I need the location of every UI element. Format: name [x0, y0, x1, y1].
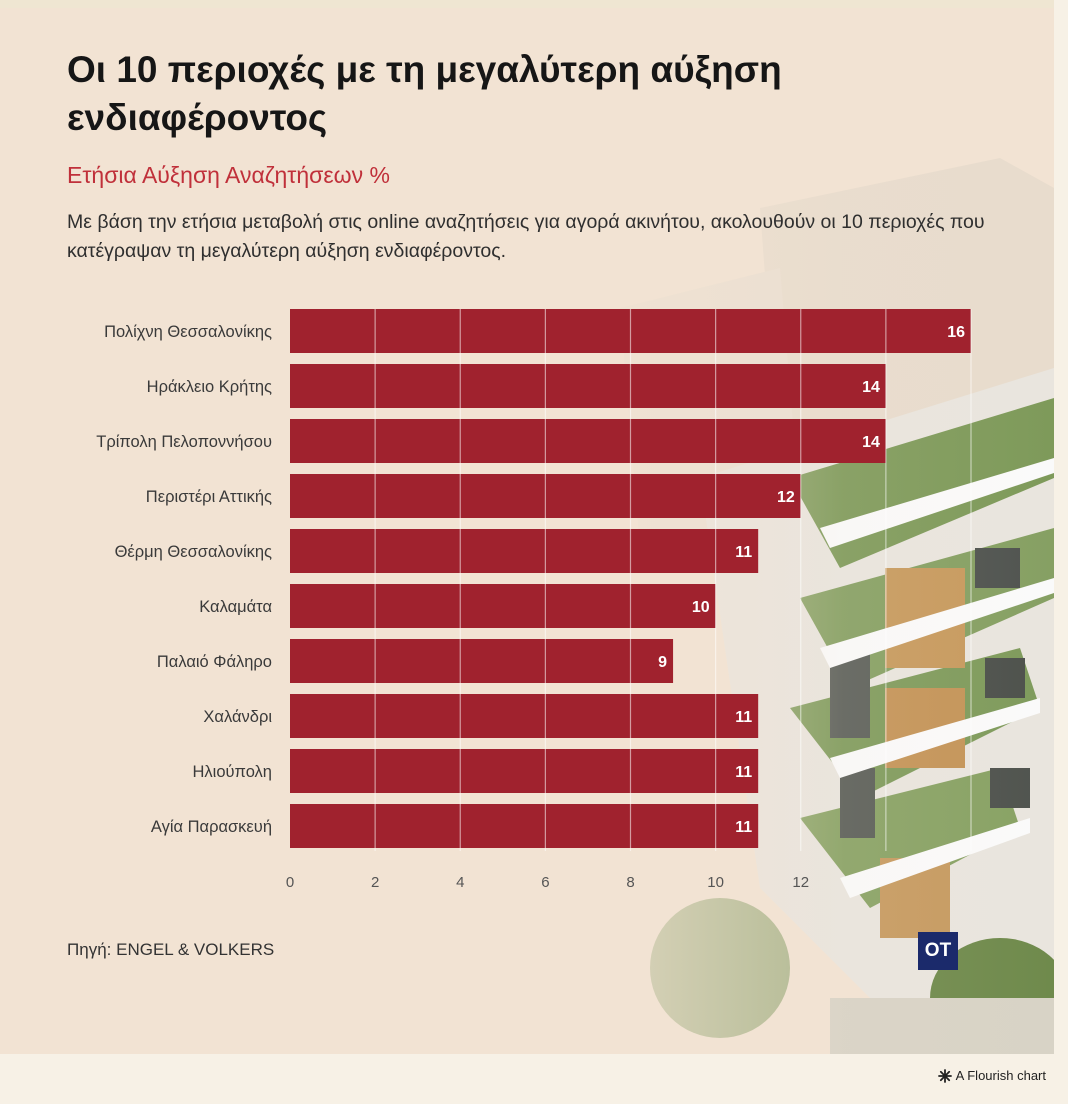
- chart-description: Με βάση την ετήσια μεταβολή στις online …: [67, 211, 985, 262]
- category-label: Αγία Παρασκευή: [151, 818, 272, 836]
- category-label: Καλαμάτα: [199, 598, 272, 616]
- right-margin: [1054, 0, 1068, 1104]
- category-label: Χαλάνδρι: [203, 708, 272, 726]
- footer-strip: [0, 1054, 1068, 1104]
- data-label: 14: [862, 379, 880, 396]
- x-tick-label: 2: [371, 874, 379, 891]
- x-tick-label: 12: [792, 874, 809, 891]
- x-tick-label: 4: [456, 874, 464, 891]
- category-label: Ηλιούπολη: [193, 763, 272, 781]
- bar: [290, 749, 759, 793]
- flourish-label: A Flourish chart: [955, 1068, 1046, 1083]
- chart-title: Οι 10 περιοχές με τη μεγαλύτερη αύξηση ε…: [67, 49, 782, 138]
- x-tick-label: 0: [286, 874, 294, 891]
- bar: [290, 804, 759, 848]
- data-label: 11: [735, 709, 752, 726]
- chart-subtitle: Ετήσια Αύξηση Αναζητήσεων %: [67, 162, 390, 188]
- data-label: 14: [862, 434, 880, 451]
- data-label: 16: [947, 324, 965, 341]
- category-label: Θέρμη Θεσσαλονίκης: [115, 543, 272, 561]
- data-label: 11: [735, 764, 752, 781]
- flourish-credit[interactable]: A Flourish chart: [937, 1068, 1046, 1083]
- bar: [290, 694, 759, 738]
- category-label: Πολίχνη Θεσσαλονίκης: [104, 323, 272, 341]
- x-tick-label: 10: [707, 874, 724, 891]
- category-label: Περιστέρι Αττικής: [146, 488, 272, 506]
- source-note: Πηγή: ENGEL & VOLKERS: [67, 940, 275, 959]
- bar: [290, 639, 674, 683]
- flourish-star-icon: [937, 1068, 952, 1083]
- category-label: Παλαιό Φάληρο: [157, 653, 272, 671]
- x-tick-label: 8: [626, 874, 634, 891]
- data-label: 11: [735, 544, 752, 561]
- data-label: 10: [692, 599, 710, 616]
- category-label: Τρίπολη Πελοποννήσου: [96, 433, 272, 451]
- top-border: [0, 0, 1068, 8]
- data-label: 11: [735, 819, 752, 836]
- data-label: 9: [658, 654, 667, 671]
- bar: [290, 364, 886, 408]
- bar-chart: Πολίχνη Θεσσαλονίκης 16 Ηράκλειο Κρήτης 14 Τ…: [96, 309, 972, 891]
- category-label: Ηράκλειο Κρήτης: [147, 378, 272, 396]
- bar: [290, 419, 886, 463]
- bar: [290, 529, 759, 573]
- bar: [290, 584, 716, 628]
- ot-logo: OT: [918, 932, 958, 970]
- x-tick-label: 6: [541, 874, 549, 891]
- data-label: 12: [777, 489, 795, 506]
